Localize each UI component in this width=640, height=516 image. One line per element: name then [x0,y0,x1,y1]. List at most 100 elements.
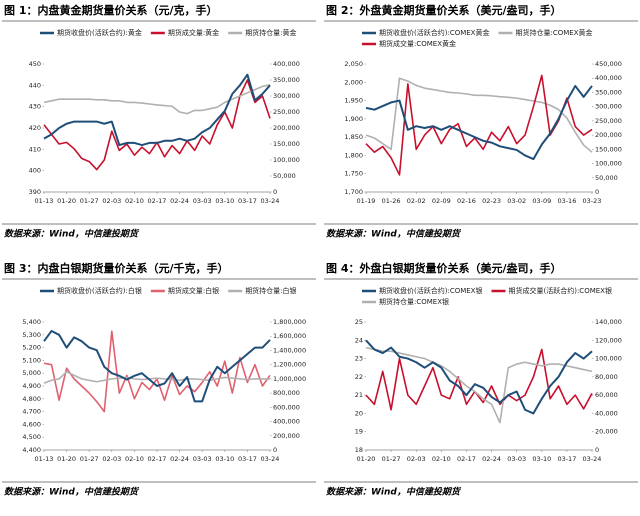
series-line [365,74,593,176]
series-line [365,84,593,161]
x-tick-label: 03-17 [557,455,576,463]
y2-tick-label: 150,000 [595,145,622,153]
y2-tick-label: 1,600,000 [273,332,306,340]
y2-tick-label: 40,000 [595,409,618,417]
x-tick-label: 02-03 [102,455,121,463]
x-tick-label: 03-23 [583,197,602,205]
y2-tick-label: 400,000 [273,418,300,426]
y2-tick-label: 150,000 [273,140,300,148]
series-line [365,346,593,424]
y2-tick-label: 200,000 [273,124,300,132]
chart-title: 图 1：内盘黄金期货量价关系（元/克，手） [4,3,218,17]
y-tick-label: 4,900 [22,382,41,390]
y-tick-label: 19 [355,428,363,436]
legend-label: 期货成交量(活跃合约):COMEX银 [508,286,611,295]
series-line [43,330,271,413]
y2-tick-label: 1,400,000 [273,346,306,354]
x-tick-label: 01-13 [35,455,54,463]
x-tick-label: 02-24 [482,455,501,463]
legend-label: 期货持仓量:COMEX银 [379,297,449,306]
x-tick-label: 02-02 [407,197,426,205]
source-note: 数据来源：Wind，中信建投期货 [4,487,140,498]
y2-tick-label: 250,000 [273,108,300,116]
x-tick-label: 03-03 [193,455,212,463]
y2-tick-label: 200,000 [273,432,300,440]
x-tick-label: 02-17 [148,197,167,205]
y2-tick-label: 60,000 [595,391,618,399]
y-tick-label: 5,300 [22,331,41,339]
series-line [365,77,593,153]
x-tick-label: 02-10 [125,197,144,205]
y2-tick-label: 800,000 [273,389,300,397]
legend-label: 期货成交量:黄金 [168,28,219,37]
y-tick-label: 5,000 [22,369,41,377]
x-tick-label: 03-10 [215,197,234,205]
y-tick-label: 25 [355,318,363,326]
y-tick-label: 5,200 [22,344,41,352]
y2-tick-label: 1,800,000 [273,318,306,326]
y2-tick-label: 250,000 [595,117,622,125]
y2-tick-label: 400,000 [273,60,300,68]
legend-label: 期货持仓量:COMEX黄金 [515,28,592,37]
y-tick-label: 23 [355,355,363,363]
series-line [43,73,271,147]
y-tick-label: 4,600 [22,420,41,428]
y-tick-label: 4,400 [22,446,41,454]
y2-tick-label: 300,000 [273,92,300,100]
x-tick-label: 02-10 [125,455,144,463]
chart-title: 图 3：内盘白银期货量价关系（元/千克，手） [4,261,229,275]
y2-tick-label: 0 [273,188,277,196]
x-tick-label: 01-27 [80,455,99,463]
y2-tick-label: 300,000 [595,103,622,111]
y2-tick-label: 100,000 [595,160,622,168]
x-tick-label: 03-03 [507,455,526,463]
series-line [43,370,270,384]
x-tick-label: 03-24 [583,455,602,463]
y-tick-label: 4,500 [22,433,41,441]
x-tick-label: 02-16 [457,197,476,205]
legend-label: 期货持仓量:黄金 [245,28,296,37]
y-tick-label: 450 [29,60,41,68]
y-tick-label: 18 [355,446,363,454]
series-line [43,79,271,171]
y2-tick-label: 350,000 [595,88,622,96]
y-tick-label: 2,050 [344,60,363,68]
source-note: 数据来源：Wind，中信建投期货 [4,229,140,240]
x-tick-label: 03-24 [261,455,280,463]
y2-tick-label: 120,000 [595,336,622,344]
x-tick-label: 03-03 [193,197,212,205]
y-tick-label: 410 [29,145,41,153]
x-tick-label: 03-10 [532,455,551,463]
y-tick-label: 390 [29,188,41,196]
y-tick-label: 2,000 [344,78,363,86]
y2-tick-label: 20,000 [595,428,618,436]
x-tick-label: 01-20 [357,455,376,463]
y2-tick-label: 0 [273,446,277,454]
x-tick-label: 02-24 [170,455,189,463]
y2-tick-label: 350,000 [273,76,300,84]
x-tick-label: 03-17 [238,455,257,463]
y-tick-label: 420 [29,124,41,132]
y2-tick-label: 100,000 [273,156,300,164]
series-line [365,339,593,415]
x-tick-label: 02-23 [482,197,501,205]
y-tick-label: 24 [355,336,363,344]
y-tick-label: 1,950 [344,97,363,105]
y-tick-label: 1,850 [344,133,363,141]
y-tick-label: 440 [29,81,41,89]
legend-label: 期货收盘价(活跃合约):COMEX银 [379,286,482,295]
y2-tick-label: 1,200,000 [273,361,306,369]
y-tick-label: 1,900 [344,115,363,123]
x-tick-label: 02-03 [102,197,121,205]
legend-label: 期货收盘价(活跃合约):白银 [57,286,142,295]
x-tick-label: 03-17 [238,197,257,205]
y2-tick-label: 100,000 [595,355,622,363]
x-tick-label: 02-03 [407,455,426,463]
legend-label: 期货成交量:白银 [168,286,219,295]
y-tick-label: 22 [355,373,363,381]
x-tick-label: 01-27 [80,197,99,205]
y2-tick-label: 50,000 [595,174,618,182]
y2-tick-label: 600,000 [273,403,300,411]
y2-tick-label: 400,000 [595,74,622,82]
